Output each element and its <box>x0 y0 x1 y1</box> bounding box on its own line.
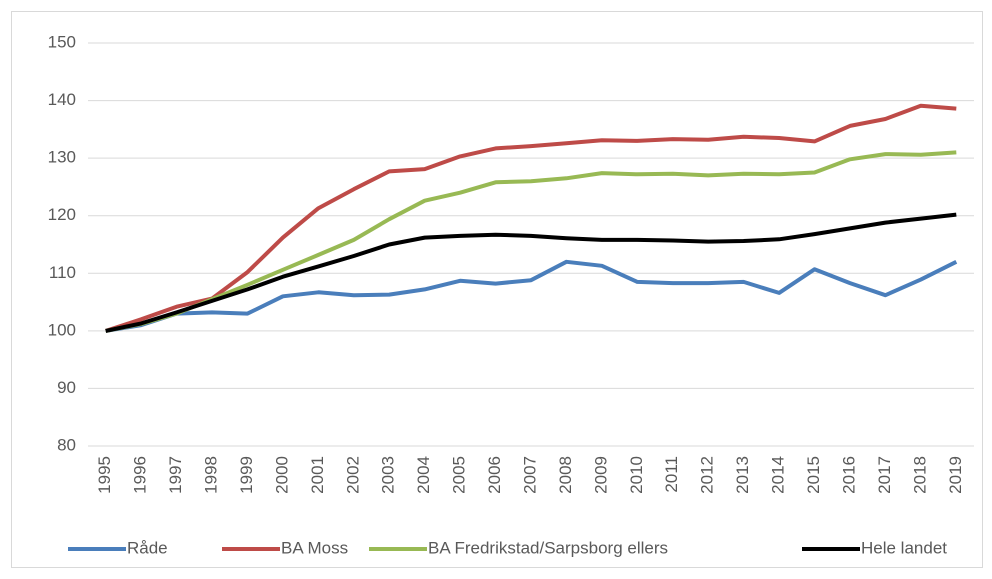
x-tick-label: 2008 <box>556 456 575 494</box>
y-tick-label: 100 <box>48 320 76 339</box>
x-tick-label: 1998 <box>202 456 221 494</box>
x-tick-label: 1995 <box>95 456 114 494</box>
x-tick-label: 2011 <box>662 456 681 493</box>
series-line <box>105 103 957 333</box>
y-tick-label: 130 <box>48 148 76 167</box>
y-tick-label: 150 <box>48 32 76 51</box>
legend-label: BA Fredrikstad/Sarpsborg ellers <box>428 538 668 557</box>
x-tick-label: 2001 <box>308 456 327 494</box>
x-tick-label: 1997 <box>166 456 185 494</box>
legend-label: BA Moss <box>281 538 348 557</box>
x-tick-label: 1996 <box>131 456 150 494</box>
series-line <box>105 212 957 333</box>
x-tick-label: 2009 <box>591 456 610 494</box>
x-tick-label: 2016 <box>839 456 858 494</box>
y-tick-label: 90 <box>57 378 76 397</box>
x-tick-label: 2004 <box>414 456 433 494</box>
x-tick-label: 2000 <box>272 456 291 494</box>
x-tick-label: 2006 <box>485 456 504 494</box>
x-tick-label: 2002 <box>343 456 362 494</box>
x-tick-label: 2019 <box>946 456 965 494</box>
legend-label: Råde <box>127 538 168 557</box>
x-tick-label: 2013 <box>733 456 752 494</box>
y-tick-label: 80 <box>57 435 76 454</box>
y-tick-label: 110 <box>49 263 76 282</box>
series-line <box>105 150 957 333</box>
x-tick-label: 2015 <box>804 456 823 494</box>
chart-border <box>11 11 983 568</box>
x-tick-label: 2003 <box>379 456 398 494</box>
x-tick-label: 2005 <box>450 456 469 494</box>
x-tick-label: 2018 <box>910 456 929 494</box>
legend-label: Hele landet <box>861 538 947 557</box>
x-tick-label: 2012 <box>698 456 717 494</box>
x-tick-label: 2017 <box>875 456 894 494</box>
x-tick-label: 2010 <box>627 456 646 494</box>
x-tick-label: 1999 <box>237 456 256 494</box>
y-tick-label: 120 <box>48 205 76 224</box>
y-tick-label: 140 <box>48 90 76 109</box>
x-tick-label: 2014 <box>769 456 788 494</box>
x-tick-label: 2007 <box>520 456 539 494</box>
series-line <box>105 259 958 333</box>
